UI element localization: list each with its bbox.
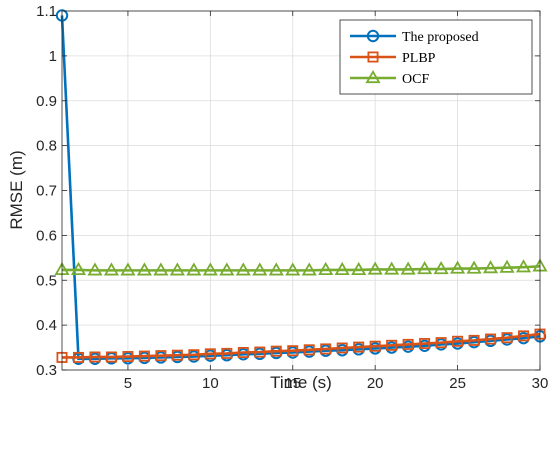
- series-ocf: [54, 258, 548, 276]
- data-point-ocf: [318, 261, 334, 276]
- legend-label-the-proposed: The proposed: [402, 30, 479, 45]
- data-point-plbp: [452, 335, 464, 347]
- data-point-plbp: [518, 330, 530, 342]
- y-tick-label: 0.4: [36, 317, 57, 334]
- data-point-plbp: [237, 346, 249, 358]
- x-tick-label: 25: [449, 375, 466, 392]
- x-tick-label: 20: [367, 375, 384, 392]
- data-point-ocf: [235, 262, 251, 276]
- y-tick-label: 0.7: [36, 183, 57, 200]
- data-point-ocf: [87, 262, 103, 276]
- y-tick-label: 1: [49, 48, 57, 65]
- series-line-plbp: [62, 332, 541, 359]
- data-point-plbp: [254, 346, 266, 358]
- y-tick-label: 1.1: [36, 3, 57, 20]
- data-point-ocf: [285, 262, 301, 276]
- data-point-plbp: [369, 340, 381, 352]
- data-point-ocf: [202, 262, 218, 276]
- legend: The proposed PLBP OCF: [339, 19, 533, 95]
- data-point-ocf: [70, 261, 87, 276]
- data-point-plbp: [386, 339, 398, 351]
- data-point-ocf: [482, 260, 499, 274]
- data-point-ocf: [268, 262, 284, 276]
- y-tick-label: 0.6: [36, 227, 57, 244]
- x-tick-label: 5: [124, 375, 132, 392]
- data-point-plbp: [402, 338, 414, 350]
- y-tick-label: 0.9: [36, 93, 57, 110]
- data-point-plbp: [468, 334, 480, 346]
- y-tick-label: 0.3: [36, 362, 57, 379]
- y-tick-label: 0.8: [36, 138, 57, 155]
- data-point-plbp: [122, 351, 134, 363]
- legend-marker-the-proposed: [366, 29, 380, 43]
- data-point-plbp: [105, 351, 117, 363]
- data-point-ocf: [334, 261, 350, 276]
- data-point-plbp: [89, 351, 101, 363]
- data-point-ocf: [219, 262, 235, 276]
- data-point-ocf: [301, 262, 317, 276]
- data-point-plbp: [485, 333, 497, 345]
- data-point-plbp: [353, 341, 365, 353]
- data-point-ocf: [433, 261, 449, 275]
- data-point-plbp: [221, 347, 233, 359]
- data-point-ocf: [400, 261, 416, 275]
- legend-marker-ocf: [365, 69, 381, 84]
- x-tick-label: 10: [202, 375, 219, 392]
- x-tick-label: 30: [532, 375, 549, 392]
- legend-label-plbp: PLBP: [402, 51, 436, 66]
- data-point-plbp: [419, 338, 431, 350]
- data-point-ocf: [384, 261, 400, 275]
- data-point-ocf: [169, 262, 185, 276]
- data-point-ocf: [153, 262, 169, 276]
- data-point-ocf: [103, 262, 120, 276]
- data-point-plbp: [72, 351, 84, 363]
- data-point-plbp: [270, 345, 282, 357]
- data-point-ocf: [466, 260, 482, 274]
- data-point-ocf: [120, 262, 136, 276]
- data-point-ocf: [450, 260, 466, 274]
- data-point-plbp: [303, 344, 315, 356]
- data-point-plbp: [320, 343, 332, 355]
- series-line-the-proposed: [60, 15, 541, 361]
- x-tick-label: 15: [284, 375, 301, 392]
- series-plbp: [56, 328, 546, 363]
- data-point-plbp: [188, 349, 200, 361]
- data-point-plbp: [204, 348, 216, 360]
- data-point-plbp: [155, 350, 167, 362]
- data-point-ocf: [351, 261, 367, 276]
- legend-marker-plbp: [367, 51, 379, 63]
- data-point-plbp: [287, 345, 299, 357]
- data-point-plbp: [138, 350, 150, 362]
- data-point-ocf: [367, 261, 383, 275]
- data-point-ocf: [499, 259, 515, 273]
- data-point-plbp: [435, 337, 447, 349]
- data-point-ocf: [136, 262, 152, 276]
- data-point-ocf: [186, 262, 202, 276]
- data-point-ocf: [252, 262, 268, 276]
- legend-label-ocf: OCF: [402, 72, 429, 87]
- y-tick-label: 0.5: [36, 272, 57, 289]
- data-point-ocf: [417, 261, 433, 275]
- data-point-ocf: [515, 259, 532, 273]
- series-layer: [54, 9, 548, 365]
- axis-ticks: 5 10 15 20 25 30 0.3 0.4 0.5 0.6 0.7 0.8 0.9 1 1.1: [36, 3, 548, 392]
- data-point-plbp: [171, 349, 183, 361]
- data-point-plbp: [501, 332, 513, 344]
- data-point-plbp: [336, 342, 348, 354]
- x-axis-label: Time (s): [270, 373, 332, 392]
- y-axis-label: RMSE (m): [7, 150, 26, 229]
